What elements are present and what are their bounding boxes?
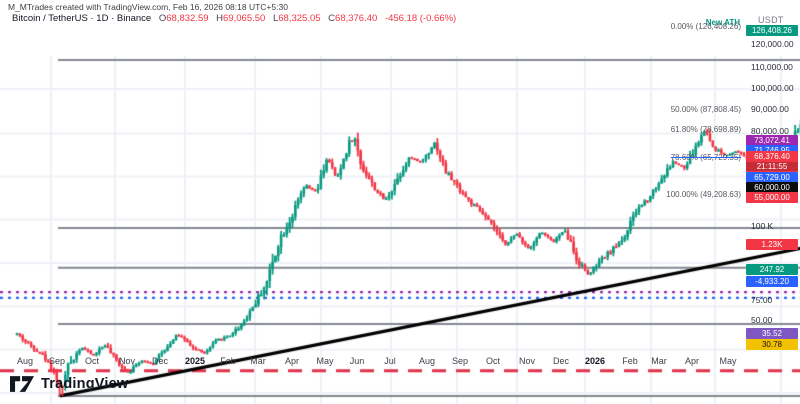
new-ath-label: New ATH: [705, 18, 740, 27]
price-badge: 30.78: [746, 339, 798, 350]
month-label: Sep: [451, 356, 469, 366]
month-label: Feb: [220, 356, 236, 366]
price-badge: 68,376.40 21:11:55: [746, 151, 798, 172]
countdown-timer: 21:11:55: [746, 162, 798, 171]
watermark-text: M_MTrades created with TradingView.com, …: [8, 2, 288, 12]
month-label: Oct: [84, 356, 100, 366]
price-badge: 126,408.26: [746, 25, 798, 36]
ohlc-low-key: L: [272, 13, 279, 24]
price-badge: 60,000.00: [746, 182, 798, 193]
brand-name: TradingView: [41, 376, 129, 392]
month-label: Aug: [16, 356, 34, 366]
symbol-title: Bitcoin / TetherUS · 1D · Binance: [12, 13, 152, 24]
month-label: Feb: [622, 356, 638, 366]
price-badge: 35.52: [746, 328, 798, 339]
month-label: Mar: [651, 356, 667, 366]
fib-level-label: 78.60% (65,729.35): [670, 153, 741, 162]
price-axis-label: 120,000.00: [751, 39, 794, 49]
fib-level-label: 0.00% (126,408.26): [670, 22, 741, 31]
month-label: Jul: [384, 356, 396, 366]
month-label: May: [719, 356, 737, 366]
month-label: Apr: [684, 356, 700, 366]
month-label: Nov: [518, 356, 536, 366]
ohlc-low-value: 68,325.05: [278, 13, 321, 24]
price-badge: 65,729.00: [746, 172, 798, 183]
month-label: Apr: [284, 356, 300, 366]
price-badge: -4,933.20: [746, 276, 798, 287]
quote-currency-label: USDT: [758, 15, 784, 25]
price-badge: 55,000.00: [746, 192, 798, 203]
price-axis-label: 100 K: [751, 221, 774, 231]
tradingview-branding: TradingView: [10, 376, 128, 392]
month-label: Oct: [485, 356, 501, 366]
ohlc-open-key: O: [158, 13, 167, 24]
month-label: Aug: [418, 356, 436, 366]
ohlc-open-value: 68,832.59: [166, 13, 209, 24]
price-change: -456.18 (-0.66%): [384, 13, 457, 24]
price-axis-label: 110,000.00: [751, 62, 793, 72]
month-label: May: [316, 356, 334, 366]
ohlc-close-value: 68,376.40: [335, 13, 378, 24]
price-axis-label: 90,000.00: [751, 104, 789, 114]
price-badge: 73,072.41: [746, 135, 798, 146]
price-axis-label: 80,000.00: [751, 126, 789, 136]
price-badge: 247.92: [746, 264, 798, 275]
price-axis-label: 50.00: [751, 315, 773, 325]
fib-level-label: 50.00% (87,808.45): [670, 105, 741, 114]
month-label: Jun: [349, 356, 365, 366]
price-badge: 1.23K: [746, 239, 798, 250]
ohlc-close-key: C: [328, 13, 336, 24]
month-label: Mar: [250, 356, 266, 366]
ohlc-high-value: 69,065.50: [223, 13, 266, 24]
price-axis-label: 100,000.00: [751, 83, 794, 93]
year-label: 2026: [584, 356, 606, 366]
month-label: Dec: [552, 356, 570, 366]
month-label: Sep: [48, 356, 66, 366]
price-axis-label: 75.00: [751, 295, 773, 305]
month-label: Dec: [151, 356, 169, 366]
price-badge: 71,746.95: [746, 145, 798, 156]
fib-level-label: 61.80% (78,698.89): [670, 125, 741, 134]
year-label: 2025: [184, 356, 206, 366]
tradingview-logo-icon: [10, 376, 34, 392]
symbol-legend: Bitcoin / TetherUS · 1D · Binance O68,83…: [12, 13, 456, 24]
ohlc-high-key: H: [216, 13, 224, 24]
fib-level-label: 100.00% (49,208.63): [666, 190, 741, 199]
month-label: Nov: [118, 356, 136, 366]
